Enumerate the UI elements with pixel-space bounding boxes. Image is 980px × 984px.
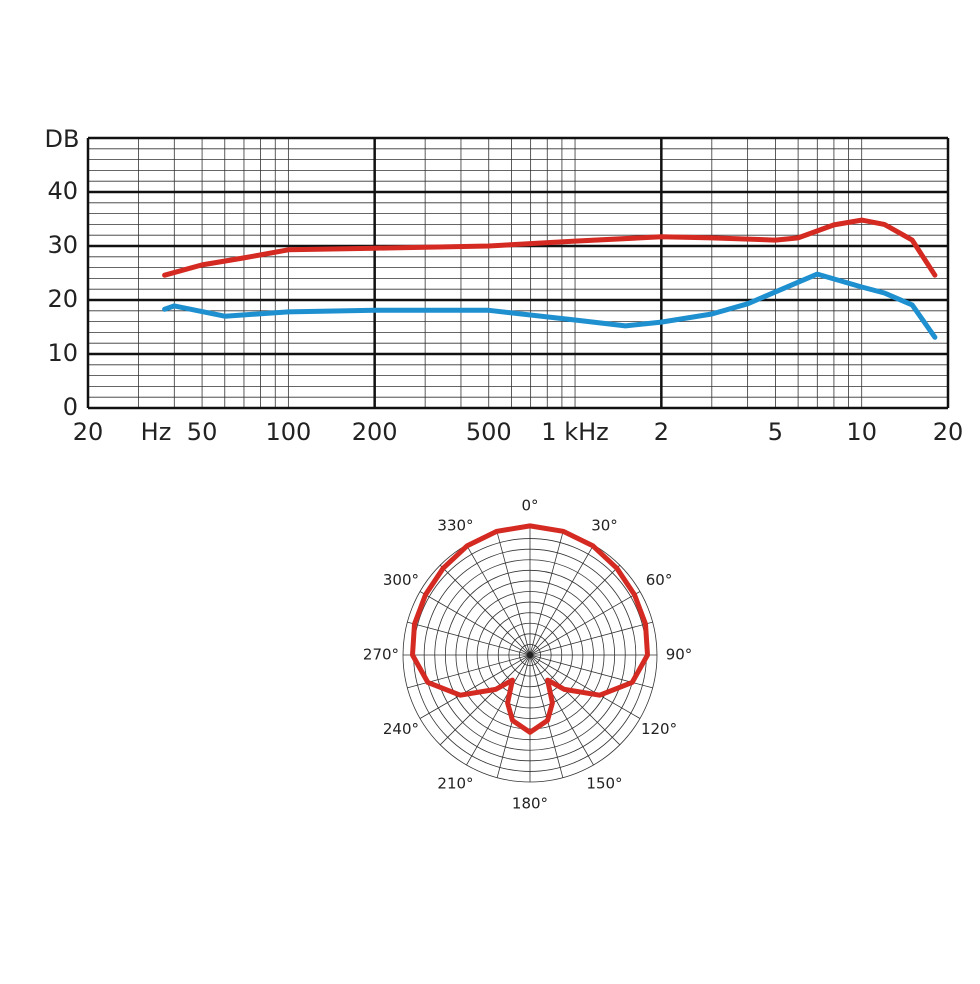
x-axis-unit: Hz — [141, 418, 172, 446]
polar-spoke — [529, 654, 621, 746]
x-tick-label: 200 — [352, 418, 398, 446]
polar-spoke — [439, 564, 531, 656]
x-tick-label: 20 — [73, 418, 104, 446]
polar-spoke — [466, 654, 531, 766]
x-tick-label: 100 — [265, 418, 311, 446]
angle-tick-label: 300° — [383, 571, 419, 589]
polar-spoke — [439, 654, 531, 746]
x-tick-label: 10 — [846, 418, 877, 446]
polar-spoke — [529, 544, 594, 656]
polar-spoke — [407, 621, 531, 656]
x-tick-label: 5 — [768, 418, 783, 446]
response-line — [162, 271, 938, 340]
y-tick-label: 0 — [63, 393, 78, 421]
x-tick-label: 500 — [466, 418, 512, 446]
x-tick-label: 50 — [187, 418, 218, 446]
polar-spoke — [529, 621, 653, 656]
y-tick-label: 40 — [47, 177, 78, 205]
angle-tick-label: 150° — [586, 775, 622, 793]
polar-spoke — [529, 654, 594, 766]
angle-tick-label: 240° — [383, 720, 419, 738]
y-tick-label: 30 — [47, 231, 78, 259]
response-line — [162, 217, 938, 278]
x-tick-label: 20 — [933, 418, 964, 446]
angle-tick-label: 30° — [591, 516, 618, 534]
angle-tick-label: 0° — [521, 497, 538, 515]
polar-pattern — [410, 523, 650, 735]
polar-spoke — [419, 654, 531, 719]
angle-tick-label: 120° — [641, 720, 677, 738]
polar-center — [527, 652, 533, 658]
polar-spoke — [529, 564, 621, 656]
angle-tick-label: 90° — [666, 646, 693, 664]
polar-spoke — [496, 532, 531, 656]
angle-tick-label: 270° — [363, 646, 399, 664]
x-tick-label: 1 kHz — [541, 418, 608, 446]
angle-tick-label: 60° — [646, 571, 673, 589]
angle-tick-label: 330° — [437, 516, 473, 534]
polar-spoke — [529, 591, 641, 656]
y-tick-label: 20 — [47, 285, 78, 313]
y-axis-label: DB — [45, 125, 80, 153]
y-tick-label: 10 — [47, 339, 78, 367]
polar-spoke — [419, 591, 531, 656]
angle-tick-label: 180° — [512, 795, 548, 813]
polar-spoke — [529, 654, 641, 719]
x-tick-label: 2 — [654, 418, 669, 446]
polar-spoke — [466, 544, 531, 656]
angle-tick-label: 210° — [437, 775, 473, 793]
polar-spoke — [529, 532, 564, 656]
